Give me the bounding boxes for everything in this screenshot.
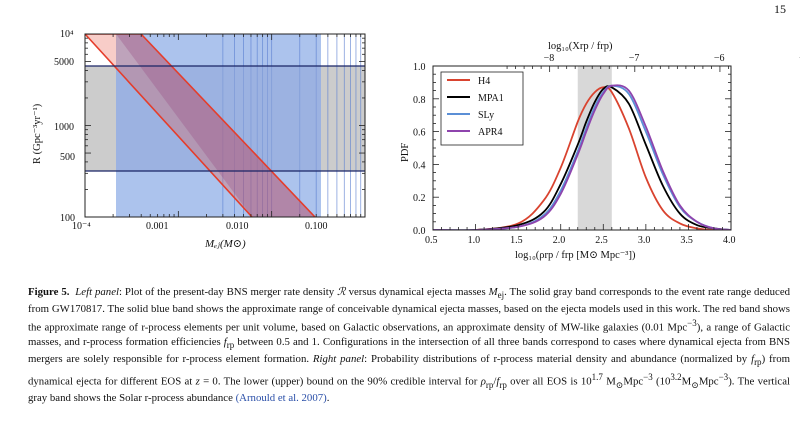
right-xtick-label: 3.5 <box>680 235 693 246</box>
left-ytick-3: 1000 <box>54 122 74 133</box>
figure: 10⁻⁴ 0.001 0.010 0.100 100 500 1000 5000… <box>32 29 800 261</box>
right-top-tick-label: −8 <box>544 53 555 64</box>
left-ytick-4: 5000 <box>54 57 74 68</box>
right-top-tick-label: −7 <box>629 53 640 64</box>
right-ytick-label: 1.0 <box>413 62 426 73</box>
left-ytick-1: 100 <box>60 213 75 224</box>
right-ytick-label: 0.0 <box>413 226 426 237</box>
right-xtick-label: 4.0 <box>723 235 736 246</box>
legend-box <box>440 71 524 146</box>
left-xlabel: Mₑⱼ(M⊙) <box>204 238 246 250</box>
right-xtick-label: 2.0 <box>553 235 566 246</box>
legend: H4 MPA1 SLy APR4 <box>440 71 524 146</box>
right-ytick-label: 0.8 <box>413 95 426 106</box>
solar-abundance-band <box>577 66 612 230</box>
left-xtick-3: 0.010 <box>226 221 249 232</box>
right-xtick-label: 1.5 <box>510 235 522 246</box>
left-ylabel: R (Gpc⁻³yr⁻¹) <box>32 103 43 164</box>
right-top-tick-label: −6 <box>714 53 725 64</box>
left-panel: 10⁻⁴ 0.001 0.010 0.100 100 500 1000 5000… <box>32 29 366 250</box>
legend-label-h4: H4 <box>478 76 490 87</box>
page-number: 15 <box>774 2 786 16</box>
left-xtick-1: 10⁻⁴ <box>72 221 91 232</box>
right-ytick-label: 0.6 <box>413 128 426 139</box>
right-ylabel: PDF <box>400 143 411 162</box>
left-ytick-5: 10⁴ <box>60 29 74 40</box>
left-ytick-2: 500 <box>60 152 75 163</box>
right-xlabel: log₁₀(ρrp / frp [M⊙ Mpc⁻³]) <box>515 250 636 261</box>
red-band-edge-right <box>140 34 316 217</box>
legend-label-mpa1: MPA1 <box>478 93 504 104</box>
right-ytick-label: 0.2 <box>413 193 426 204</box>
gray-band-overlay <box>116 66 321 171</box>
curve-h4 <box>433 86 731 230</box>
right-xtick-label: 2.5 <box>595 235 608 246</box>
right-xtick-label: 3.0 <box>638 235 651 246</box>
red-band-edge-left <box>85 34 253 217</box>
left-xtick-2: 0.001 <box>146 221 169 232</box>
right-xtick-label: 1.0 <box>468 235 481 246</box>
right-top-label: log₁₀(Xrp / frp) <box>548 41 613 52</box>
curve-apr4 <box>433 84 731 230</box>
curve-mpa1 <box>433 85 731 230</box>
right-xtick-label: 0.5 <box>425 235 438 246</box>
legend-label-apr4: APR4 <box>478 127 502 138</box>
right-ytick-label: 0.4 <box>413 160 426 171</box>
left-xtick-4: 0.100 <box>305 221 328 232</box>
right-panel: 0.5 1.0 1.5 2.0 2.5 3.0 3.5 4.0 0.0 0.2 0.4 0.6 0.8… <box>400 41 800 261</box>
figure-caption: Figure 5. Left panel: Plot of the presen… <box>28 286 791 405</box>
legend-label-sly: SLy <box>478 110 494 121</box>
